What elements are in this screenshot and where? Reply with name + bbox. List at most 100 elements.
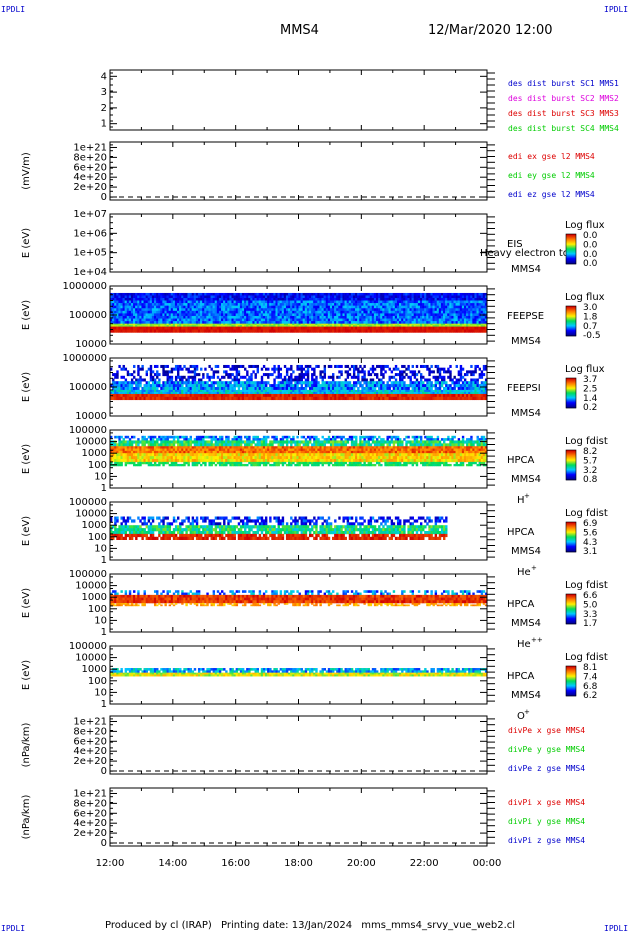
panel-5-cell [468,387,471,391]
panel-4-cell [262,308,266,312]
panel-5-cell [120,391,123,395]
panel-4-cell [403,308,406,312]
panel-4-cell [359,318,362,322]
panel-5-cell [273,387,276,391]
panel-4-cell [116,303,119,306]
panel-4-cell [185,323,188,326]
panel-5-cell [141,396,144,401]
panel-4-cell [422,300,425,304]
panel-5-cell [225,381,228,385]
panel-4-cell [210,329,213,333]
panel-5-cell [306,364,310,368]
panel-4-cell [214,305,218,309]
panel-4-cell [308,325,312,327]
panel-5-cell [149,373,153,377]
panel-4-cell [430,300,433,304]
panel-4-cell [162,315,165,319]
panel-4-cell [373,303,377,306]
panel-5-cell [172,367,176,371]
panel-4-cell [147,315,151,319]
panel-4-cell [317,325,320,327]
panel-3-colorbar-frame [565,233,577,265]
panel-5-cell [367,381,371,385]
panel-4-cell [214,295,218,299]
panel-4-cell [298,326,301,330]
panel-4-cell [415,329,419,333]
panel-4-cell [164,321,167,324]
panel-5-cell [405,384,408,388]
panel-5-cell [189,387,192,391]
panel-4-cell [241,308,245,312]
panel-5-cell [193,389,197,393]
panel-5-cell [478,387,482,391]
panel-5-cell [218,393,222,398]
panel-4-cell [468,326,471,330]
panel-4-cell [419,313,423,317]
panel-5-cell [158,381,161,385]
panel-4-cell [411,326,414,330]
panel-4-cell [409,325,412,327]
panel-4-cell [422,308,425,312]
panel-5-cell [141,364,144,368]
panel-5-cell [306,393,310,398]
panel-4-cell [409,295,412,299]
panel-5-cell [120,384,123,388]
panel-5-cell [472,393,475,398]
panel-4-cell [264,321,268,324]
panel-4-cell [390,300,394,304]
panel-4-cell [380,323,383,326]
panel-4-cell [218,292,222,296]
panel-5-cell [327,396,331,401]
panel-4-cell [267,326,270,330]
panel-5-cell [415,364,419,368]
panel-4-cell [237,318,241,322]
panel-4-cell [363,305,366,309]
panel-4-cell [135,325,138,327]
panel-5-cell [153,393,157,398]
panel-4-cell [382,310,385,314]
panel-4-cell [277,315,280,319]
panel-4-cell [355,303,358,306]
panel-4-cell [237,303,241,306]
panel-4-cell [440,321,444,324]
panel-5-cell [392,375,396,379]
panel-4-cell [405,292,408,296]
panel-4-cell [311,297,314,301]
panel-5-cell [380,389,383,393]
panel-5-cell [344,387,347,391]
panel-5-cell [124,378,128,382]
panel-5-cell [350,389,354,393]
panel-4-cell [415,305,419,309]
panel-5-cell [363,387,366,391]
panel-4-cell [269,313,272,317]
panel-4-cell [252,300,255,304]
panel-5-cell [135,381,138,385]
panel-5-cell [436,387,440,391]
panel-5-cell [306,367,310,371]
panel-4-cell [285,313,289,317]
panel-4-colorbar-step [566,332,576,334]
panel-5-cell [177,375,180,379]
panel-4-cell [323,321,327,324]
panel-4-cell [472,305,475,309]
panel-5-cell [116,389,119,393]
panel-5-cell [216,384,220,388]
panel-4-cell [476,308,479,312]
panel-4-cell [139,303,142,306]
panel-5-cell [262,389,266,393]
panel-4-cell [244,315,247,319]
panel-4-cell [411,300,414,304]
panel-4-cell [252,323,255,326]
panel-5-cell [227,393,230,398]
panel-4-cell [166,305,169,309]
panel-5-cell [300,367,303,371]
panel-4-cell [403,303,406,306]
panel-4-cell [302,323,306,326]
panel-4-cell [304,308,308,312]
panel-4-cell [325,310,329,314]
panel-5-cell [118,396,121,401]
panel-4-cell [262,310,266,314]
panel-4-cell [401,308,404,312]
panel-4-cell [200,325,203,327]
panel-5-cell [357,367,360,371]
